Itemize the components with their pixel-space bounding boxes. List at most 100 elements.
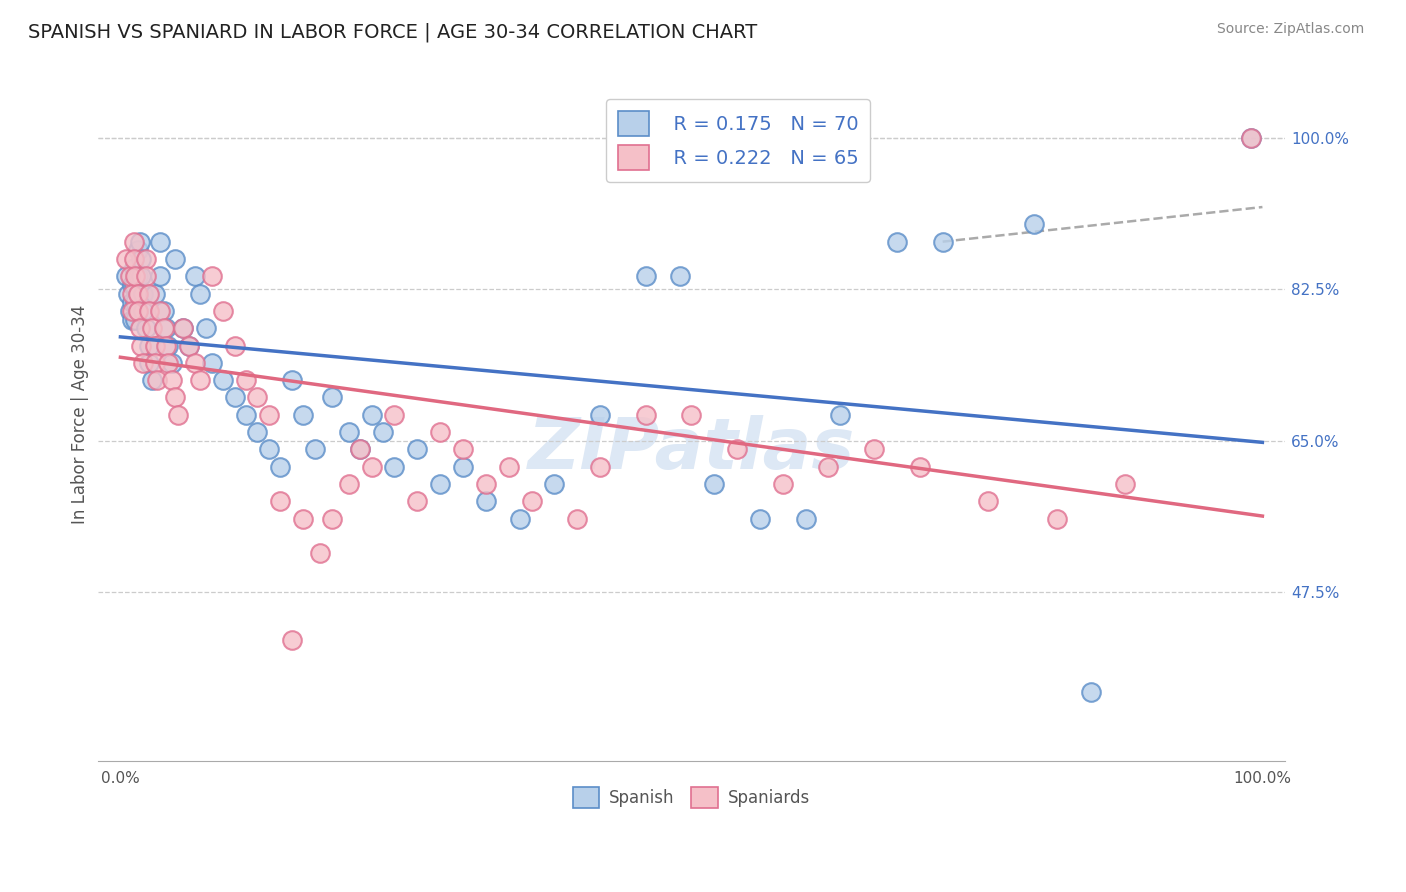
Point: [121, 295, 143, 310]
Point: [127, 304, 149, 318]
Point: [146, 373, 169, 387]
Point: [509, 511, 531, 525]
Point: [138, 286, 160, 301]
Point: [153, 304, 176, 318]
Point: [124, 269, 146, 284]
Point: [634, 269, 657, 284]
Point: [257, 408, 280, 422]
Point: [177, 338, 200, 352]
Point: [149, 235, 172, 249]
Point: [1080, 685, 1102, 699]
Point: [127, 244, 149, 258]
Point: [132, 304, 155, 318]
Point: [1022, 218, 1045, 232]
Point: [703, 477, 725, 491]
Point: [160, 356, 183, 370]
Point: [128, 235, 150, 249]
Point: [172, 321, 194, 335]
Point: [127, 269, 149, 284]
Point: [212, 373, 235, 387]
Point: [188, 373, 211, 387]
Point: [127, 286, 149, 301]
Point: [337, 477, 360, 491]
Point: [475, 494, 498, 508]
Point: [201, 269, 224, 284]
Point: [121, 312, 143, 326]
Point: [177, 338, 200, 352]
Point: [183, 269, 205, 284]
Point: [863, 442, 886, 457]
Point: [224, 391, 246, 405]
Point: [794, 511, 817, 525]
Point: [406, 442, 429, 457]
Point: [138, 338, 160, 352]
Text: ZIPatlas: ZIPatlas: [527, 415, 855, 484]
Point: [280, 373, 302, 387]
Point: [309, 546, 332, 560]
Point: [246, 425, 269, 439]
Point: [124, 312, 146, 326]
Point: [429, 425, 451, 439]
Point: [118, 304, 141, 318]
Point: [155, 338, 177, 352]
Point: [589, 459, 612, 474]
Point: [772, 477, 794, 491]
Point: [681, 408, 703, 422]
Point: [195, 321, 218, 335]
Point: [371, 425, 394, 439]
Point: [160, 373, 183, 387]
Point: [543, 477, 565, 491]
Point: [384, 459, 406, 474]
Point: [292, 511, 315, 525]
Point: [235, 408, 257, 422]
Point: [451, 442, 474, 457]
Point: [157, 356, 180, 370]
Point: [1046, 511, 1069, 525]
Point: [188, 286, 211, 301]
Point: [337, 425, 360, 439]
Point: [132, 356, 155, 370]
Point: [349, 442, 371, 457]
Point: [157, 338, 180, 352]
Point: [138, 356, 160, 370]
Point: [143, 356, 166, 370]
Point: [141, 321, 163, 335]
Point: [817, 459, 839, 474]
Point: [406, 494, 429, 508]
Point: [475, 477, 498, 491]
Point: [121, 304, 143, 318]
Point: [115, 252, 138, 266]
Point: [828, 408, 851, 422]
Point: [201, 356, 224, 370]
Point: [931, 235, 953, 249]
Point: [149, 304, 172, 318]
Y-axis label: In Labor Force | Age 30-34: In Labor Force | Age 30-34: [72, 305, 89, 524]
Point: [1114, 477, 1136, 491]
Point: [122, 252, 145, 266]
Point: [1240, 130, 1263, 145]
Point: [748, 511, 770, 525]
Point: [153, 321, 176, 335]
Point: [135, 269, 157, 284]
Point: [121, 286, 143, 301]
Point: [669, 269, 692, 284]
Point: [166, 408, 188, 422]
Point: [122, 235, 145, 249]
Point: [129, 269, 152, 284]
Point: [155, 321, 177, 335]
Point: [127, 286, 149, 301]
Point: [246, 391, 269, 405]
Point: [121, 277, 143, 292]
Point: [257, 442, 280, 457]
Point: [165, 252, 187, 266]
Legend: Spanish, Spaniards: Spanish, Spaniards: [565, 780, 817, 815]
Point: [135, 321, 157, 335]
Point: [321, 391, 343, 405]
Text: SPANISH VS SPANIARD IN LABOR FORCE | AGE 30-34 CORRELATION CHART: SPANISH VS SPANIARD IN LABOR FORCE | AGE…: [28, 22, 758, 42]
Point: [141, 373, 163, 387]
Point: [1240, 130, 1263, 145]
Point: [129, 252, 152, 266]
Point: [520, 494, 543, 508]
Point: [451, 459, 474, 474]
Point: [127, 304, 149, 318]
